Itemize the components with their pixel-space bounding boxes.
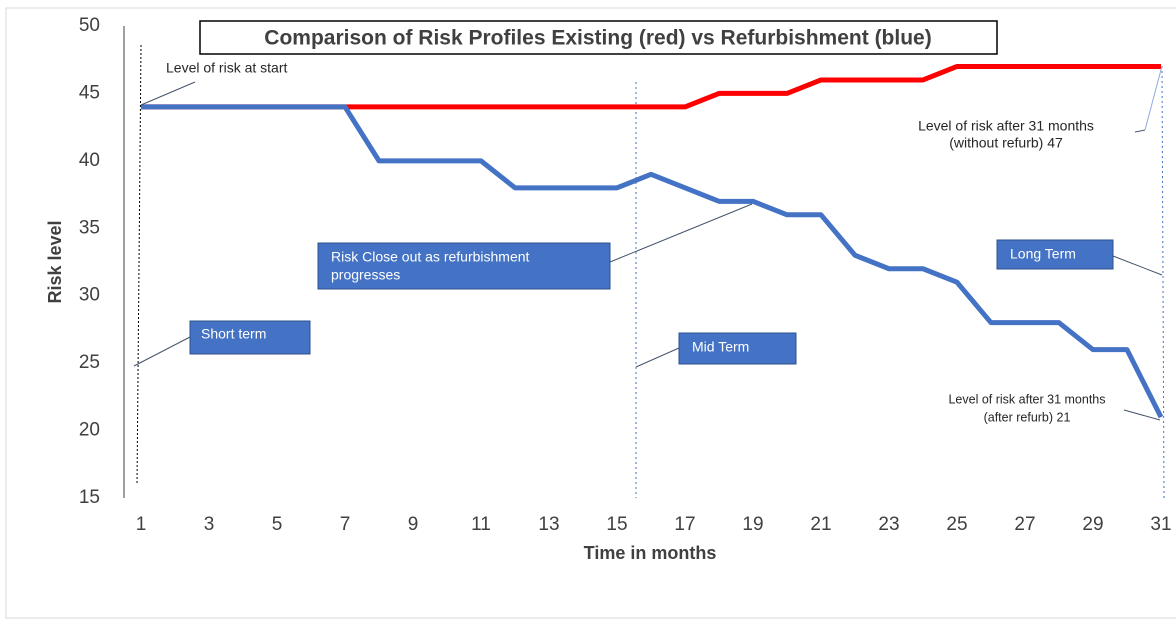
- y-tick-label: 25: [79, 352, 100, 373]
- y-tick-label: 30: [79, 285, 100, 306]
- series-line: [141, 63, 1161, 110]
- x-tick-label: 25: [946, 514, 967, 535]
- chart-title: Comparison of Risk Profiles Existing (re…: [264, 27, 931, 50]
- x-tick-label: 9: [408, 514, 419, 535]
- x-tick-label: 3: [204, 514, 215, 535]
- x-tick-label: 21: [810, 514, 831, 535]
- x-tick-label: 23: [878, 514, 899, 535]
- leader-line: [1112, 255, 1163, 276]
- x-tick-label: 19: [742, 514, 763, 535]
- x-tick-label: 11: [471, 514, 491, 535]
- title-box: [199, 20, 998, 55]
- leader-line: [1144, 65, 1163, 131]
- x-tick-label: 27: [1014, 514, 1035, 535]
- annotation-text: Level of risk at start: [166, 60, 287, 76]
- annotation-text: Short term: [201, 326, 266, 342]
- leader-line: [140, 81, 196, 106]
- annotation-box: [996, 239, 1114, 270]
- annotation-text: (after refurb) 21: [984, 410, 1071, 424]
- x-tick-label: 29: [1082, 514, 1103, 535]
- x-tick-label: 1: [136, 514, 147, 535]
- annotation-text: progresses: [331, 267, 400, 283]
- x-tick-label: 31: [1150, 514, 1171, 535]
- annotation-text: Level of risk after 31 months: [948, 392, 1105, 406]
- annotation-box: [189, 320, 311, 355]
- x-tick-label: 17: [674, 514, 695, 535]
- annotation-box: [678, 332, 797, 365]
- annotation-text: Mid Term: [692, 339, 749, 355]
- y-tick-label: 35: [79, 217, 100, 238]
- annotation-text: Level of risk after 31 months: [918, 118, 1094, 134]
- y-tick-label: 15: [79, 487, 100, 508]
- x-tick-label: 7: [340, 514, 351, 535]
- annotation-text: Long Term: [1010, 246, 1076, 262]
- annotation-box: [317, 242, 611, 290]
- y-tick-label: 45: [79, 82, 100, 103]
- x-axis-label: Time in months: [584, 543, 717, 563]
- y-tick-label: 20: [79, 420, 100, 441]
- y-tick-label: 50: [79, 15, 100, 36]
- leader-line: [635, 347, 680, 368]
- leader-line: [133, 336, 191, 367]
- y-tick-label: 40: [79, 150, 100, 171]
- leader-line: [1134, 129, 1146, 133]
- annotation-text: (without refurb) 47: [949, 135, 1063, 151]
- annotation-text: Risk Close out as refurbishment: [331, 249, 530, 265]
- start-divider: [136, 44, 142, 486]
- y-axis-label: Risk level: [45, 220, 65, 303]
- x-tick-label: 5: [272, 514, 283, 535]
- x-tick-label: 15: [606, 514, 627, 535]
- series-line: [141, 104, 1164, 419]
- x-tick-label: 13: [538, 514, 559, 535]
- leader-line: [1123, 409, 1161, 421]
- leader-line: [609, 203, 753, 263]
- chart-border: [5, 7, 1176, 619]
- long-divider: [1161, 65, 1165, 499]
